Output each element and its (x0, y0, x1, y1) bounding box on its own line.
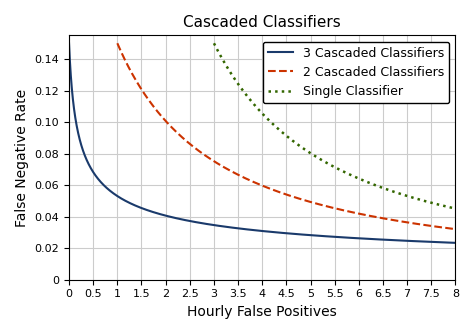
Single Classifier (315, 156, 320, 160)
3 Cascaded Classifiers (384, 238, 390, 242)
3 Cascaded Classifiers (453, 241, 458, 245)
2 Cascaded Classifiers (330, 206, 336, 210)
3 Cascaded Classifiers (66, 41, 72, 45)
Single Classifier (346, 172, 352, 176)
2 Cascaded Classifiers (363, 213, 368, 217)
Title: Cascaded Classifiers: Cascaded Classifiers (183, 15, 341, 30)
2 Cascaded Classifiers (290, 195, 296, 199)
2 Cascaded Classifiers (115, 41, 120, 45)
2 Cascaded Classifiers (332, 206, 337, 210)
Single Classifier (211, 41, 217, 45)
Y-axis label: False Negative Rate: False Negative Rate (15, 89, 29, 226)
2 Cascaded Classifiers (449, 227, 455, 231)
2 Cascaded Classifiers (453, 227, 458, 231)
3 Cascaded Classifiers (137, 205, 142, 209)
Line: 2 Cascaded Classifiers: 2 Cascaded Classifiers (118, 43, 456, 229)
3 Cascaded Classifiers (214, 223, 219, 227)
Single Classifier (435, 202, 440, 206)
Single Classifier (453, 207, 458, 211)
Legend: 3 Cascaded Classifiers, 2 Cascaded Classifiers, Single Classifier: 3 Cascaded Classifiers, 2 Cascaded Class… (263, 42, 449, 103)
3 Cascaded Classifiers (318, 234, 323, 238)
Line: 3 Cascaded Classifiers: 3 Cascaded Classifiers (69, 43, 456, 243)
3 Cascaded Classifiers (355, 236, 360, 240)
Line: Single Classifier: Single Classifier (214, 43, 456, 209)
3 Cascaded Classifiers (298, 232, 304, 236)
Single Classifier (351, 174, 356, 178)
Single Classifier (249, 100, 255, 104)
2 Cascaded Classifiers (386, 217, 392, 221)
X-axis label: Hourly False Positives: Hourly False Positives (187, 305, 337, 319)
Single Classifier (394, 191, 400, 195)
